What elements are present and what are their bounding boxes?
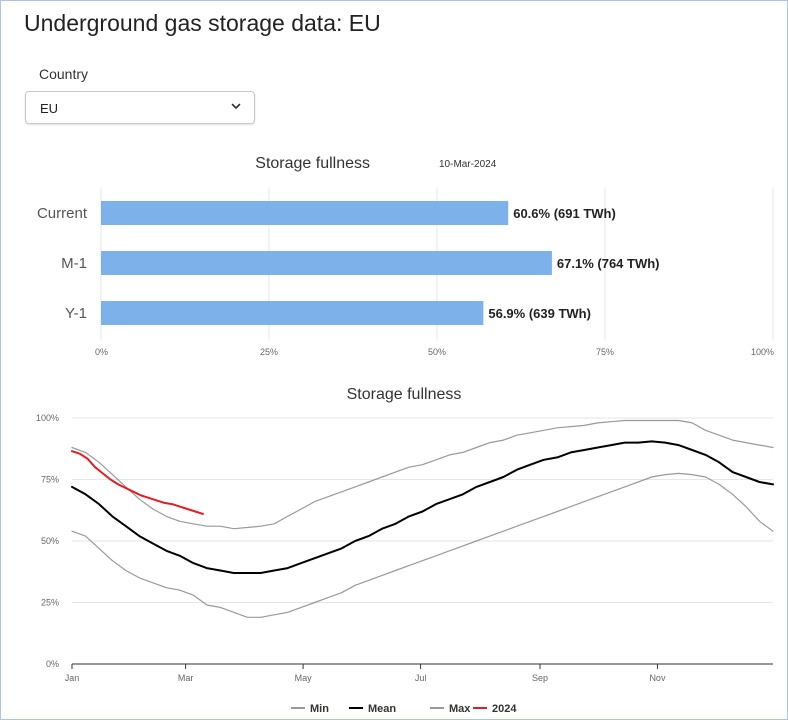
line-y-tick-label: 75%: [41, 475, 59, 485]
bar: [101, 301, 484, 325]
bar-category-label: Current: [37, 205, 88, 222]
bar-data-label: 67.1% (764 TWh): [557, 256, 660, 271]
bar-x-tick-label: 75%: [596, 347, 614, 357]
line-x-tick-label: Jul: [415, 673, 427, 683]
series-line-2024: [71, 450, 204, 515]
series-line-min: [71, 472, 774, 618]
page-title: Underground gas storage data: EU: [24, 10, 381, 36]
series-line-mean: [71, 440, 774, 574]
line-x-tick-label: May: [295, 673, 313, 683]
bar-x-tick-label: 50%: [428, 347, 446, 357]
line-y-tick-label: 0%: [46, 659, 59, 669]
line-y-tick-label: 50%: [41, 536, 59, 546]
line-x-tick-label: Sep: [532, 673, 548, 683]
bar-x-tick-label: 100%: [751, 347, 774, 357]
bar-chart-subtitle: 10-Mar-2024: [439, 159, 497, 170]
line-x-tick-label: Jan: [65, 673, 80, 683]
series-line-max: [71, 419, 774, 530]
line-chart-title: Storage fullness: [347, 386, 462, 403]
bar: [101, 251, 552, 275]
line-chart: Storage fullness 0% 25% 50% 75% 100% Jan Mar Ma…: [36, 386, 774, 715]
bar-category-label: M-1: [61, 255, 87, 272]
line-x-tick-label: Nov: [649, 673, 666, 683]
line-x-tick-label: Mar: [178, 673, 194, 683]
bar-x-tick-label: 25%: [260, 347, 278, 357]
country-select-value: EU: [40, 101, 59, 116]
bar: [101, 201, 509, 225]
legend-item-label[interactable]: 2024: [492, 703, 517, 715]
country-label: Country: [39, 66, 89, 82]
bar-x-tick-label: 0%: [95, 347, 108, 357]
line-y-tick-label: 100%: [36, 413, 59, 423]
bar-chart-title: Storage fullness: [255, 155, 370, 172]
bar-data-label: 56.9% (639 TWh): [488, 306, 591, 321]
line-legend: Min Mean Max 2024: [291, 703, 517, 715]
country-select[interactable]: EU: [25, 91, 255, 124]
line-y-tick-label: 25%: [41, 598, 59, 608]
bar-data-label: 60.6% (691 TWh): [513, 206, 616, 221]
bar-category-label: Y-1: [65, 305, 87, 322]
bar-chart: Storage fullness 10-Mar-2024 0% 25% 50% 75%…: [37, 155, 774, 357]
chevron-down-icon: [231, 103, 241, 109]
legend-item-label[interactable]: Mean: [368, 703, 396, 715]
legend-item-label[interactable]: Min: [310, 703, 329, 715]
legend-item-label[interactable]: Max: [449, 703, 471, 715]
